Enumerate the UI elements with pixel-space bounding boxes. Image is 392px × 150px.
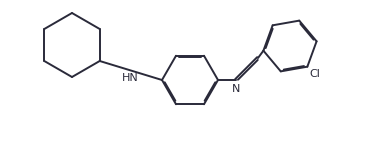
Text: HN: HN (122, 74, 138, 83)
Text: Cl: Cl (309, 69, 320, 79)
Text: N: N (232, 84, 240, 94)
